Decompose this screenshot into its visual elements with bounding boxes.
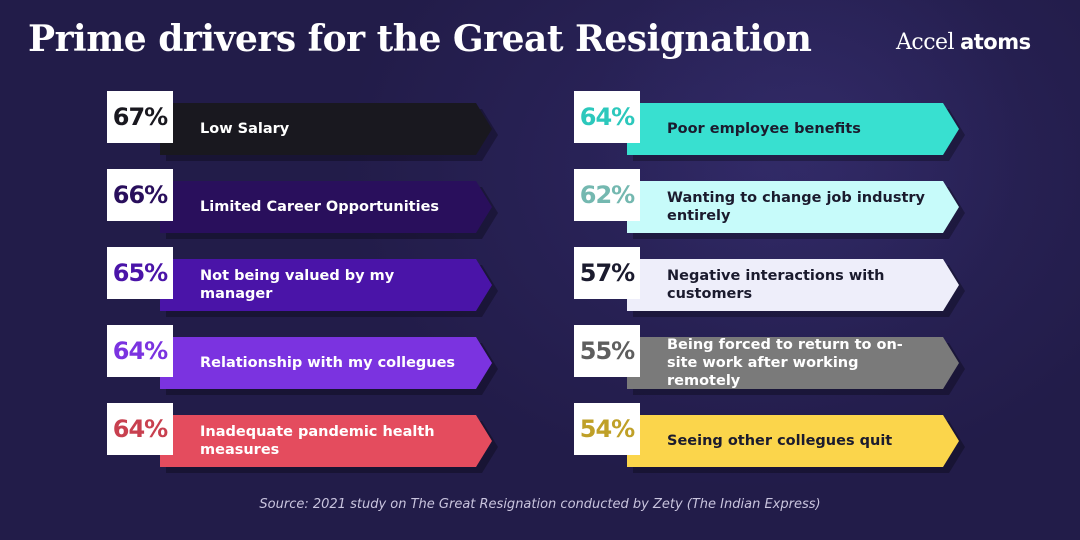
driver-bar [160,103,492,155]
driver-bar [160,181,492,233]
driver-label: Not being valued by my manager [200,268,395,302]
driver-label: Wanting to change job industry entirely [667,190,925,224]
driver-label: Seeing other collegues quit [667,433,893,449]
logo-brand-text: Accel [896,30,955,55]
driver-label: Low Salary [200,121,290,137]
driver-bar [627,181,959,233]
logo-product-text: atoms [960,30,1031,54]
driver-bar [160,259,492,311]
brand-logo: Accel atoms [896,30,1031,55]
driver-label: Negative interactions with customers [667,268,885,302]
driver-percentage: 65% [107,247,173,299]
driver-label: Relationship with my collegues [200,355,456,371]
page-title: Prime drivers for the Great Resignation [28,18,812,60]
driver-percentage: 54% [574,403,640,455]
driver-bar [627,259,959,311]
driver-bar [627,415,959,467]
driver-percentage: 67% [107,91,173,143]
driver-percentage: 64% [107,325,173,377]
driver-label: Being forced to return to on-site work a… [667,337,903,389]
driver-bar [160,415,492,467]
driver-percentage: 55% [574,325,640,377]
driver-bar [160,337,492,389]
driver-bar [627,337,959,389]
driver-percentage: 64% [107,403,173,455]
driver-percentage: 64% [574,91,640,143]
driver-percentage: 62% [574,169,640,221]
driver-label: Poor employee benefits [667,121,861,137]
driver-label: Inadequate pandemic health measures [200,424,435,458]
driver-label: Limited Career Opportunities [200,199,440,215]
driver-percentage: 66% [107,169,173,221]
driver-percentage: 57% [574,247,640,299]
driver-bar [627,103,959,155]
source-note: Source: 2021 study on The Great Resignat… [259,497,821,512]
